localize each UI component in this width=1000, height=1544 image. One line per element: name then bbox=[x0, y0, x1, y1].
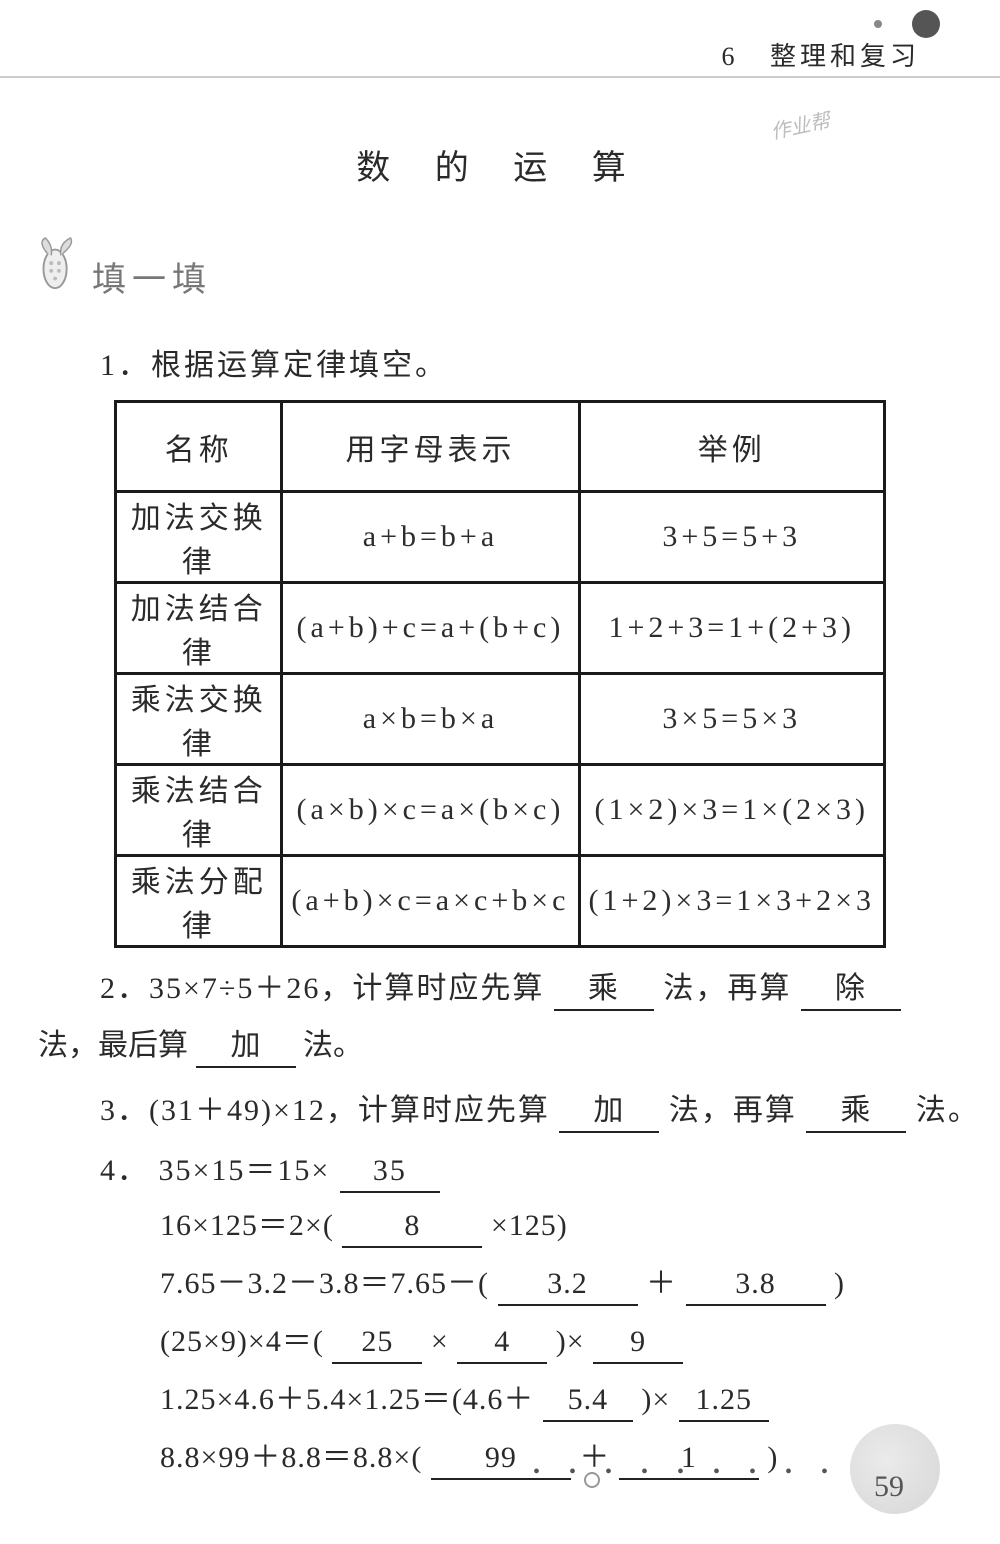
q4-l3-pre: 7.65－3.2－3.8＝7.65－( bbox=[160, 1267, 489, 1300]
law-name: 乘法结合律 bbox=[116, 765, 282, 856]
q4-l3-a: 3.2 bbox=[498, 1264, 638, 1306]
table-row: 加法结合律 (a+b)+c=a+(b+c) 1+2+3=1+(2+3) bbox=[116, 583, 885, 674]
q4-l4-pre: (25×9)×4＝( bbox=[160, 1325, 324, 1358]
header-example: 举例 bbox=[579, 402, 885, 492]
q2-pre: 2．35×7÷5＋26，计算时应先算 bbox=[100, 972, 544, 1005]
chapter-header: 6 整理和复习 bbox=[721, 36, 920, 73]
q4-l2-post: ×125) bbox=[491, 1209, 568, 1242]
q2-blank-1: 乘 bbox=[554, 969, 654, 1011]
header-name: 名称 bbox=[116, 402, 282, 492]
question-4-label: 4． 35×15＝15× 35 bbox=[100, 1140, 440, 1202]
q3-tail: 法。 bbox=[916, 1094, 980, 1127]
watermark: 作业帮 bbox=[768, 104, 833, 145]
q4-l5-pre: 1.25×4.6＋5.4×1.25＝(4.6＋ bbox=[160, 1383, 534, 1416]
table-row: 乘法交换律 a×b=b×a 3×5=5×3 bbox=[116, 674, 885, 765]
q4-l5-b: 1.25 bbox=[679, 1380, 769, 1422]
law-name: 加法结合律 bbox=[116, 583, 282, 674]
page-number: 59 bbox=[874, 1470, 904, 1504]
law-name: 加法交换律 bbox=[116, 492, 282, 583]
question-3: 3．(31＋49)×12，计算时应先算 加 法，再算 乘 法。 bbox=[100, 1080, 980, 1142]
footer-dots: • • • • • • • • • bbox=[533, 1461, 840, 1484]
table-row: 乘法分配律 (a+b)×c=a×c+b×c (1+2)×3=1×3+2×3 bbox=[116, 856, 885, 947]
header-dots bbox=[874, 10, 940, 38]
law-formula: (a+b)+c=a+(b+c) bbox=[282, 583, 579, 674]
q4-l1-pre: 35×15＝15× bbox=[159, 1154, 331, 1187]
table-header-row: 名称 用字母表示 举例 bbox=[116, 402, 885, 492]
q4-l3-plus: ＋ bbox=[646, 1267, 677, 1300]
law-example: 3×5=5×3 bbox=[579, 674, 885, 765]
q4-l3-post: ) bbox=[834, 1267, 845, 1300]
corn-icon bbox=[28, 236, 86, 294]
q4-l1-ans: 35 bbox=[340, 1151, 440, 1193]
q3-blank-1: 加 bbox=[559, 1091, 659, 1133]
q2-tail: 法。 bbox=[303, 1029, 363, 1062]
page-title: 数 的 运 算 bbox=[0, 140, 1000, 189]
law-formula: (a+b)×c=a×c+b×c bbox=[282, 856, 579, 947]
laws-table: 名称 用字母表示 举例 加法交换律 a+b=b+a 3+5=5+3 加法结合律 … bbox=[114, 400, 886, 948]
law-example: 3+5=5+3 bbox=[579, 492, 885, 583]
header-rule bbox=[0, 76, 1000, 78]
question-4-line3: 7.65－3.2－3.8＝7.65－( 3.2 ＋ 3.8 ) bbox=[160, 1258, 845, 1306]
q4-l4-a: 25 bbox=[332, 1322, 422, 1364]
q4-l4-mid: )× bbox=[556, 1325, 585, 1358]
q2-hang: 法，最后算 bbox=[38, 1029, 188, 1062]
law-formula: (a×b)×c=a×(b×c) bbox=[282, 765, 579, 856]
q4-label: 4． bbox=[100, 1154, 149, 1187]
chapter-title: 整理和复习 bbox=[770, 42, 920, 71]
q4-l4-x: × bbox=[431, 1325, 449, 1358]
law-formula: a×b=b×a bbox=[282, 674, 579, 765]
question-4-line5: 1.25×4.6＋5.4×1.25＝(4.6＋ 5.4 )× 1.25 bbox=[160, 1374, 769, 1422]
question-4-line4: (25×9)×4＝( 25 × 4 )× 9 bbox=[160, 1316, 683, 1364]
law-formula: a+b=b+a bbox=[282, 492, 579, 583]
q4-l4-c: 9 bbox=[593, 1322, 683, 1364]
table-row: 加法交换律 a+b=b+a 3+5=5+3 bbox=[116, 492, 885, 583]
question-1-text: 1．根据运算定律填空。 bbox=[100, 340, 448, 384]
q4-l4-b: 4 bbox=[457, 1322, 547, 1364]
q4-l2-ans: 8 bbox=[342, 1206, 482, 1248]
q2-blank-2: 除 bbox=[801, 969, 901, 1011]
chapter-number: 6 bbox=[721, 42, 738, 71]
header-formula: 用字母表示 bbox=[282, 402, 579, 492]
law-name: 乘法分配律 bbox=[116, 856, 282, 947]
law-name: 乘法交换律 bbox=[116, 674, 282, 765]
table-row: 乘法结合律 (a×b)×c=a×(b×c) (1×2)×3=1×(2×3) bbox=[116, 765, 885, 856]
q3-mid: 法，再算 bbox=[669, 1094, 797, 1127]
question-2-line1: 2．35×7÷5＋26，计算时应先算 乘 法，再算 除 bbox=[100, 958, 901, 1020]
q2-mid1: 法，再算 bbox=[663, 972, 791, 1005]
law-example: 1+2+3=1+(2+3) bbox=[579, 583, 885, 674]
q3-pre: 3．(31＋49)×12，计算时应先算 bbox=[100, 1094, 550, 1127]
q4-l2-pre: 16×125＝2×( bbox=[160, 1209, 334, 1242]
law-example: (1+2)×3=1×3+2×3 bbox=[579, 856, 885, 947]
q2-blank-3: 加 bbox=[196, 1026, 296, 1068]
q4-l5-mid: )× bbox=[641, 1383, 670, 1416]
q4-l6-pre: 8.8×99＋8.8＝8.8×( bbox=[160, 1441, 422, 1474]
question-4-line2: 16×125＝2×( 8 ×125) bbox=[160, 1200, 568, 1248]
q3-blank-2: 乘 bbox=[806, 1091, 906, 1133]
question-2-line2: 法，最后算 加 法。 bbox=[38, 1020, 363, 1068]
q4-l3-b: 3.8 bbox=[686, 1264, 826, 1306]
law-example: (1×2)×3=1×(2×3) bbox=[579, 765, 885, 856]
q4-l5-a: 5.4 bbox=[543, 1380, 633, 1422]
section-heading: 填一填 bbox=[92, 252, 212, 301]
